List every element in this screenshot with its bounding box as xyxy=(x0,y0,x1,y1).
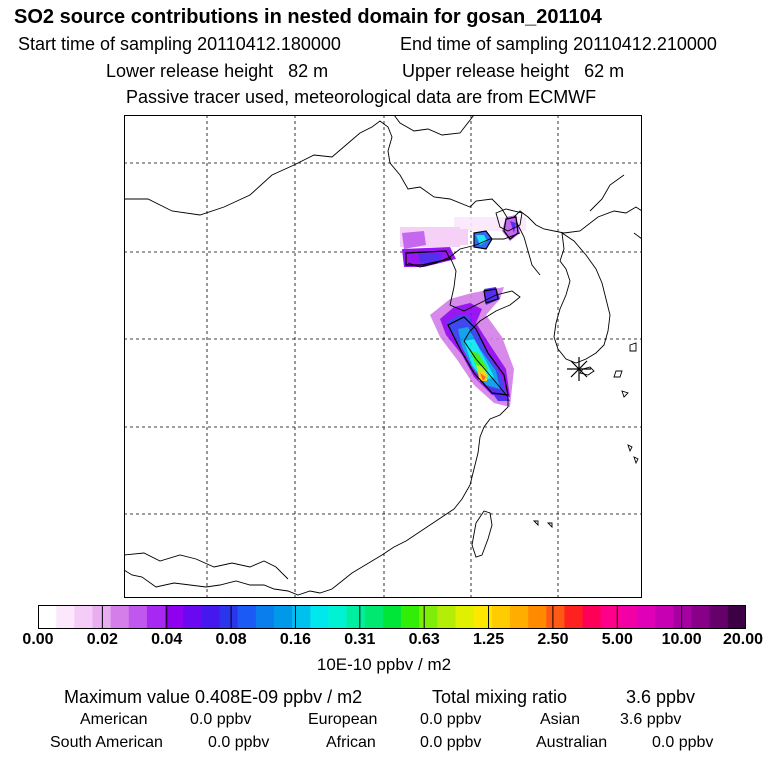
colorbar-swatch xyxy=(419,605,438,629)
colorbar-swatch xyxy=(183,605,202,629)
colorbar-swatch xyxy=(364,605,384,629)
colorbar-tick-label: 20.00 xyxy=(722,631,764,648)
colorbar-swatch xyxy=(401,605,420,629)
colorbar-swatch xyxy=(146,605,166,629)
receptor-marker xyxy=(567,357,591,381)
coastlines-and-borders xyxy=(124,115,642,596)
australian-label: Australian xyxy=(536,734,608,751)
colorbar-swatch xyxy=(655,605,674,629)
colorbar-swatch xyxy=(382,605,402,629)
colorbar-swatch xyxy=(128,605,148,629)
asian-value: 3.6 ppbv xyxy=(620,711,682,728)
tracer-note: Passive tracer used, meteorological data… xyxy=(126,87,597,107)
african-value: 0.0 ppbv xyxy=(420,734,482,751)
colorbar xyxy=(38,605,746,629)
colorbar-swatch xyxy=(637,605,656,629)
colorbar-swatch xyxy=(56,605,75,629)
colorbar-swatch xyxy=(473,605,493,629)
colorbar-swatch xyxy=(673,605,693,629)
lower-release-label: Lower release height 82 m xyxy=(106,61,329,81)
colorbar-tick-label: 0.04 xyxy=(151,631,183,648)
map-panel xyxy=(124,115,642,598)
colorbar-tick-label: 0.31 xyxy=(344,631,376,648)
colorbar-unit: 10E-10 ppbv / m2 xyxy=(316,655,452,674)
colorbar-tick-label: 1.25 xyxy=(472,631,505,648)
upper-release-label: Upper release height 62 m xyxy=(402,61,625,81)
colorbar-swatch xyxy=(437,605,457,629)
colorbar-tick-label: 10.00 xyxy=(661,631,702,648)
colorbar-swatch xyxy=(74,605,94,629)
colorbar-swatch xyxy=(328,605,348,629)
american-label: American xyxy=(80,711,148,728)
start-time-label: Start time of sampling 20110412.180000 xyxy=(18,34,341,54)
european-value: 0.0 ppbv xyxy=(420,711,482,728)
colorbar-swatch xyxy=(292,605,311,629)
colorbar-swatch xyxy=(310,605,330,629)
colorbar-swatch xyxy=(255,605,275,629)
colorbar-tick-label: 0.16 xyxy=(279,631,312,648)
colorbar-swatch xyxy=(491,605,511,629)
concentration-plume xyxy=(400,215,526,407)
colorbar-swatch xyxy=(546,605,566,629)
colorbar-tick-label: 0.00 xyxy=(22,631,54,648)
colorbar-swatch xyxy=(709,605,729,629)
colorbar-swatch xyxy=(237,605,257,629)
colorbar-tick-label: 0.08 xyxy=(215,631,247,648)
european-label: European xyxy=(308,711,378,728)
total-mixing-value: 3.6 ppbv xyxy=(626,687,696,707)
plot-title: SO2 source contributions in nested domai… xyxy=(14,6,602,28)
map-gridlines xyxy=(124,115,642,598)
colorbar-swatch xyxy=(92,605,112,629)
colorbar-swatch xyxy=(691,605,711,629)
colorbar-swatch xyxy=(219,605,239,629)
american-value: 0.0 ppbv xyxy=(190,711,252,728)
colorbar-tick-label: 0.63 xyxy=(408,631,440,648)
total-mixing-label: Total mixing ratio xyxy=(432,687,568,707)
colorbar-swatch xyxy=(727,605,746,629)
colorbar-swatch xyxy=(528,605,547,629)
colorbar-swatch xyxy=(510,605,529,629)
colorbar-swatch xyxy=(564,605,584,629)
max-value-label: Maximum value 0.408E-09 ppbv / m2 xyxy=(64,687,363,707)
south-american-value: 0.0 ppbv xyxy=(208,734,270,751)
colorbar-swatch xyxy=(582,605,602,629)
colorbar-swatch xyxy=(110,605,130,629)
african-label: African xyxy=(326,734,376,751)
colorbar-swatch xyxy=(274,605,293,629)
colorbar-tick-label: 0.02 xyxy=(86,631,118,648)
colorbar-swatch xyxy=(455,605,475,629)
colorbar-swatch xyxy=(38,605,57,629)
colorbar-swatch xyxy=(165,605,184,629)
colorbar-tick-label: 5.00 xyxy=(601,631,633,648)
asian-label: Asian xyxy=(540,711,581,728)
colorbar-swatch xyxy=(600,605,620,629)
end-time-label: End time of sampling 20110412.210000 xyxy=(400,34,717,54)
colorbar-swatch xyxy=(201,605,221,629)
colorbar-tick-label: 2.50 xyxy=(537,631,569,648)
south-american-label: South American xyxy=(50,734,163,751)
australian-value: 0.0 ppbv xyxy=(652,734,714,751)
map-frame xyxy=(124,115,642,598)
colorbar-swatch xyxy=(618,605,638,629)
colorbar-swatch xyxy=(346,605,366,629)
